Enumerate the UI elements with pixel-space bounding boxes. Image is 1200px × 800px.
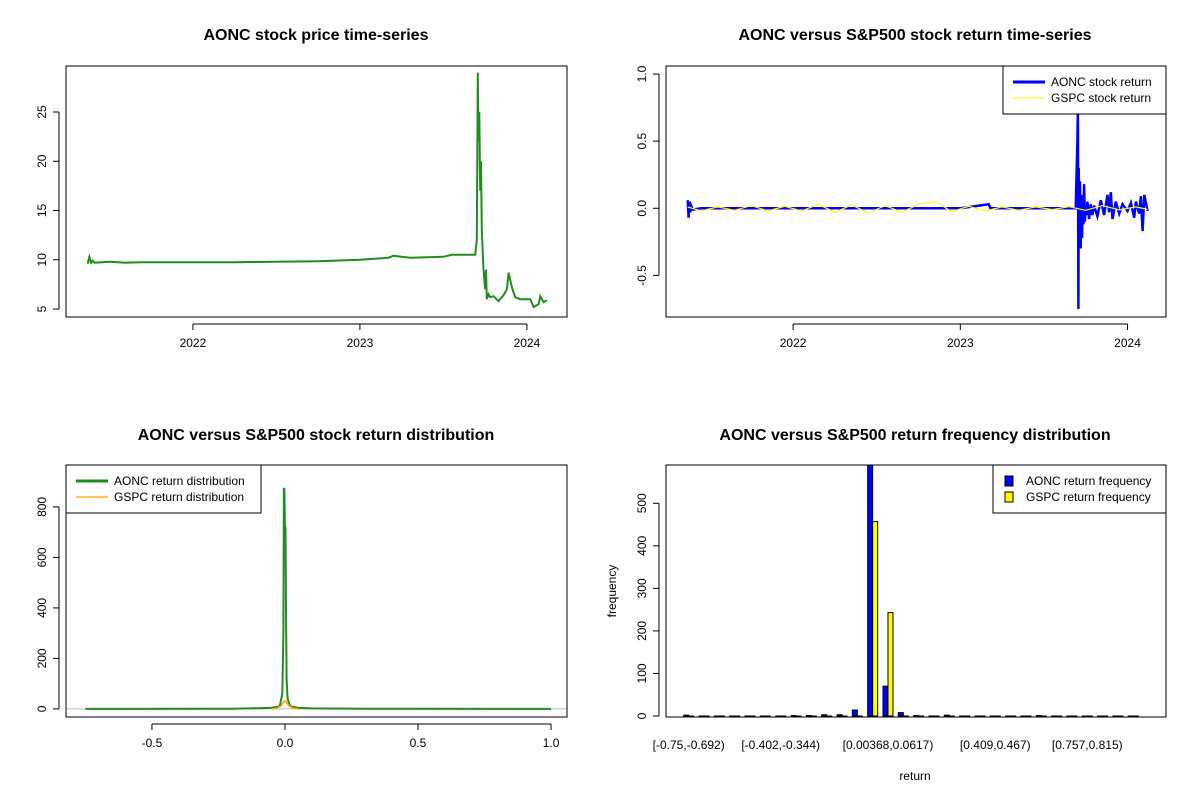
- y-tick-label: 5: [35, 305, 49, 312]
- legend-swatch: [1004, 475, 1014, 487]
- y-tick-label: 25: [35, 105, 49, 119]
- legend-label: GSPC return frequency: [1026, 490, 1151, 504]
- legend: AONC return distribution GSPC return dist…: [65, 464, 262, 514]
- legend-swatch: [1004, 491, 1014, 503]
- x-tick-label: 1.0: [543, 736, 560, 750]
- x-tick-label: 0.5: [410, 736, 427, 750]
- plot-border: [65, 65, 568, 318]
- y-axis-label: frequency: [605, 565, 619, 618]
- bar-aonc-return-frequency: [943, 714, 950, 717]
- series-line-gspc-return-distribution: [271, 699, 299, 710]
- chart-title: AONC versus S&P500 stock return time-ser…: [738, 27, 1091, 44]
- x-tick-label: [0.409,0.467): [960, 738, 1031, 752]
- legend-label: AONC return distribution: [114, 474, 245, 488]
- bar-aonc-return-frequency: [897, 712, 904, 717]
- legend: AONC return frequency GSPC return frequen…: [992, 464, 1167, 514]
- y-tick-label: 500: [635, 493, 649, 513]
- bar-gspc-return-frequency: [872, 521, 879, 717]
- y-tick-label: 200: [635, 621, 649, 641]
- y-tick-label: 400: [35, 598, 49, 618]
- bar-gspc-return-frequency: [887, 612, 894, 717]
- y-tick-label: -0.5: [635, 265, 649, 286]
- legend-box: [65, 464, 262, 514]
- y-tick-label: 0.0: [635, 200, 649, 217]
- bar-aonc-return-frequency: [867, 465, 874, 717]
- legend-box: [1002, 65, 1167, 115]
- x-tick-label: 0.0: [277, 736, 294, 750]
- y-tick-label: 0.5: [635, 133, 649, 150]
- return-timeseries-panel: AONC versus S&P500 stock return time-ser…: [635, 27, 1167, 350]
- plot-border: [665, 464, 1167, 718]
- price-timeseries-panel: AONC stock price time-series 5 10 15 20 25 20…: [35, 27, 568, 350]
- x-tick-label: [0.757,0.815): [1052, 738, 1123, 752]
- legend-label: AONC stock return: [1051, 75, 1152, 89]
- bar-aonc-return-frequency: [851, 709, 858, 717]
- legend-label: GSPC return distribution: [114, 490, 244, 504]
- y-tick-label: 600: [35, 547, 49, 567]
- chart-title: AONC versus S&P500 stock return distribu…: [138, 427, 495, 444]
- chart-title: AONC stock price time-series: [204, 27, 429, 44]
- series-line-aonc-return-distribution: [85, 487, 552, 710]
- y-tick-label: 400: [635, 535, 649, 555]
- y-tick-label: 100: [635, 663, 649, 683]
- y-tick-label: 800: [35, 497, 49, 517]
- chart-title: AONC versus S&P500 return frequency dist…: [719, 427, 1110, 444]
- bar-aonc-return-frequency: [821, 714, 828, 717]
- bar-aonc-return-frequency: [882, 685, 889, 717]
- series-line-aonc-stock-return: [686, 107, 1149, 309]
- x-tick-label: 2022: [180, 336, 207, 350]
- x-tick-label: [-0.402,-0.344): [741, 738, 820, 752]
- y-tick-label: 10: [35, 253, 49, 267]
- x-tick-label: [-0.75,-0.692): [653, 738, 725, 752]
- x-tick-label: 2023: [347, 336, 374, 350]
- x-tick-label: 2022: [780, 336, 807, 350]
- legend-box: [992, 464, 1167, 514]
- y-tick-label: 15: [35, 204, 49, 218]
- x-axis-label: return: [899, 769, 930, 783]
- return-distribution-panel: AONC versus S&P500 stock return distribu…: [35, 427, 568, 750]
- y-tick-label: 300: [635, 578, 649, 598]
- x-tick-label: 2023: [947, 336, 974, 350]
- series-line-aonc: [86, 72, 548, 309]
- y-tick-label: 200: [35, 648, 49, 668]
- plot-border: [665, 65, 1167, 318]
- y-tick-label: 20: [35, 154, 49, 168]
- y-tick-label: 0: [35, 705, 49, 712]
- x-tick-label: [0.00368,0.0617): [843, 738, 934, 752]
- series-line-gspc-stock-return: [687, 200, 1148, 214]
- plot-border: [65, 464, 568, 718]
- x-tick-label: -0.5: [142, 736, 163, 750]
- legend-label: GSPC stock return: [1051, 91, 1151, 105]
- bar-aonc-return-frequency: [836, 714, 843, 717]
- x-tick-label: 2024: [1114, 336, 1141, 350]
- y-tick-label: 0: [635, 712, 649, 719]
- y-tick-label: 1.0: [635, 65, 649, 82]
- legend: AONC stock return GSPC stock return: [1002, 65, 1167, 115]
- legend-label: AONC return frequency: [1026, 474, 1151, 488]
- x-tick-label: 2024: [514, 336, 541, 350]
- frequency-histogram-panel: AONC versus S&P500 return frequency dist…: [605, 427, 1167, 783]
- bar-aonc-return-frequency: [683, 714, 690, 717]
